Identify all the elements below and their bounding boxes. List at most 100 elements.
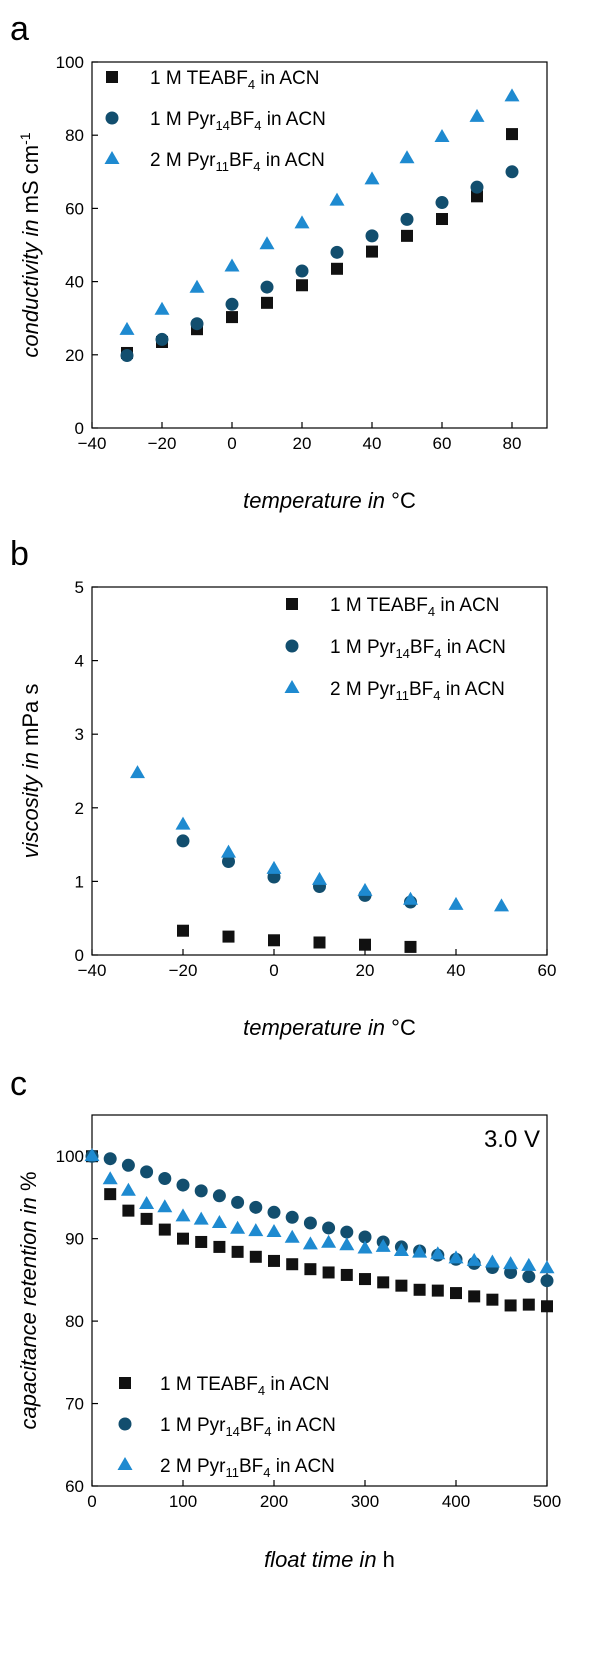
legend-entry: 2 M Pyr11BF4 in ACN (150, 150, 325, 174)
y-tick-label: 0 (75, 946, 84, 965)
data-point (175, 816, 191, 830)
legend: 1 M TEABF4 in ACN 1 M Pyr14BF4 in ACN 2 M … (284, 595, 506, 703)
x-axis-title: temperature in °C (243, 488, 416, 513)
data-point (468, 1290, 481, 1303)
data-point (155, 332, 169, 346)
y-tick-label: 90 (65, 1230, 84, 1249)
data-point (448, 896, 464, 910)
y-tick-label: 100 (56, 53, 84, 72)
legend-marker (285, 639, 299, 653)
data-point (331, 262, 343, 275)
data-point (266, 860, 282, 874)
data-point (268, 934, 280, 947)
data-point (541, 1300, 553, 1313)
data-point (104, 1188, 117, 1201)
y-tick-label: 5 (75, 578, 84, 597)
data-point (268, 1254, 280, 1267)
data-point (504, 1265, 518, 1279)
data-point (225, 297, 239, 311)
series-2 (119, 88, 520, 335)
data-point (434, 128, 450, 142)
data-point (120, 1182, 136, 1196)
data-point (364, 171, 380, 185)
data-point (484, 1254, 500, 1268)
y-tick-label: 60 (65, 1477, 84, 1496)
data-point (436, 213, 448, 226)
data-point (102, 1171, 118, 1185)
data-point (486, 1293, 499, 1306)
x-tick-label: 0 (269, 961, 278, 980)
legend: 1 M TEABF4 in ACN 1 M Pyr14BF4 in ACN 2 M … (104, 68, 326, 174)
data-point (260, 280, 274, 294)
y-tick-label: 80 (65, 126, 84, 145)
data-point (430, 1246, 446, 1260)
data-point (395, 1279, 408, 1292)
data-point (231, 1195, 245, 1209)
panel-letter: c (10, 1065, 27, 1103)
chart-panel-b: b −40 −20 0 20 40 60 0 1 2 3 4 5 temperature in °C vis… (10, 535, 556, 1040)
data-point (399, 150, 415, 164)
chart-panel-a: a −40 −20 0 20 40 60 80 0 20 40 60 80 100 temperature … (10, 10, 548, 513)
x-axis-title: float time in h (264, 1547, 395, 1572)
data-point (413, 1283, 426, 1296)
x-tick-label: 100 (169, 1492, 197, 1511)
series-2 (130, 765, 509, 912)
data-point (211, 1214, 227, 1228)
legend-marker (106, 71, 118, 83)
data-point (84, 1148, 100, 1162)
data-point (119, 321, 135, 335)
data-point (190, 317, 204, 331)
series-0 (177, 924, 417, 953)
y-tick-label: 2 (75, 799, 84, 818)
y-tick-label: 40 (65, 273, 84, 292)
data-point (249, 1200, 263, 1214)
data-point (266, 1224, 282, 1238)
x-tick-label: 0 (227, 434, 236, 453)
data-point (189, 279, 205, 293)
data-point (221, 844, 236, 858)
data-point (521, 1257, 537, 1271)
x-tick-label: 200 (260, 1492, 288, 1511)
data-point (366, 245, 378, 258)
x-tick-label: 40 (363, 434, 382, 453)
data-point (540, 1274, 554, 1288)
legend-entry: 2 M Pyr11BF4 in ACN (330, 679, 505, 703)
y-axis-title: capacitance retention in % (16, 1171, 41, 1429)
legend-entry: 1 M TEABF4 in ACN (330, 595, 500, 619)
data-point (506, 128, 518, 141)
series-2 (84, 1148, 555, 1274)
data-point (403, 891, 418, 905)
legend-entry: 1 M TEABF4 in ACN (150, 68, 320, 92)
data-point (213, 1240, 226, 1253)
x-axis-title: temperature in °C (243, 1015, 416, 1040)
data-point (322, 1221, 336, 1235)
y-tick-label: 0 (75, 419, 84, 438)
data-point (226, 311, 238, 324)
data-point (122, 1204, 135, 1217)
data-point (340, 1225, 354, 1239)
y-axis-title: conductivity in mS cm-1 (17, 132, 43, 357)
data-point (140, 1165, 154, 1179)
data-point (120, 349, 134, 363)
data-point (539, 1260, 555, 1274)
data-point (505, 165, 519, 179)
data-point (322, 1266, 335, 1279)
data-point (249, 1250, 262, 1263)
data-point (339, 1237, 355, 1251)
data-point (522, 1298, 535, 1311)
data-point (177, 1232, 189, 1245)
data-point (431, 1284, 444, 1297)
data-point (175, 1208, 191, 1222)
data-point (222, 930, 235, 943)
data-point (295, 264, 309, 278)
plot-frame (91, 61, 548, 429)
data-point (296, 279, 308, 292)
data-point (212, 1189, 226, 1203)
data-point (448, 1250, 464, 1264)
data-point (267, 1205, 281, 1219)
data-point (329, 192, 345, 206)
legend-entry: 2 M Pyr11BF4 in ACN (160, 1456, 335, 1480)
legend-entry: 1 M Pyr14BF4 in ACN (330, 637, 506, 661)
x-tick-label: −20 (169, 961, 198, 980)
